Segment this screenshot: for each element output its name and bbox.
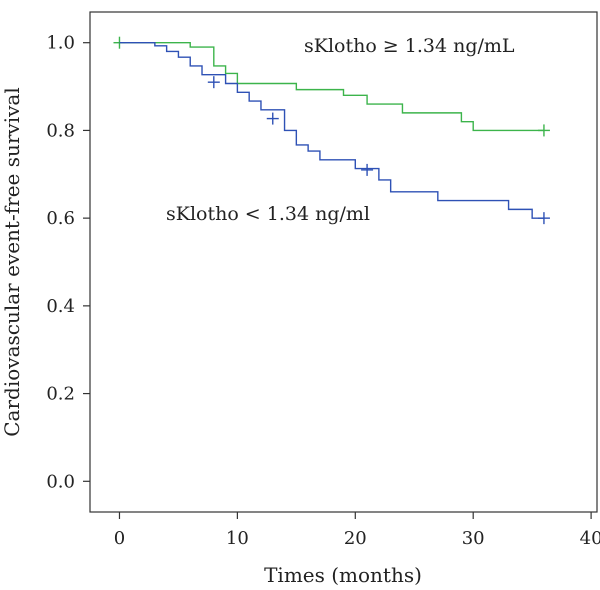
- y-tick-label: 0.0: [46, 471, 75, 492]
- y-tick-label: 1.0: [46, 33, 75, 54]
- x-tick-label: 20: [344, 528, 367, 549]
- x-tick-label: 10: [226, 528, 249, 549]
- plot-frame: [89, 11, 598, 513]
- y-axis-label: Cardiovascular event-free survival: [0, 87, 24, 437]
- x-tick-label: 0: [114, 528, 125, 549]
- y-tick-label: 0.8: [46, 120, 75, 141]
- x-tick-label: 30: [462, 528, 485, 549]
- series-layer: [113, 36, 550, 225]
- survival-curve-series-0: [119, 42, 544, 132]
- y-tick-label: 0.2: [46, 384, 75, 405]
- y-tick-label: 0.4: [46, 296, 75, 317]
- y-axis-ticks: 0.0 0.2 0.4 0.6 0.8 1.0: [46, 33, 90, 492]
- annotation-low-sklotho: sKlotho < 1.34 ng/ml: [166, 203, 370, 225]
- x-axis-ticks: 0 10 20 30 40: [114, 512, 600, 549]
- x-axis-label: Times (months): [264, 563, 422, 587]
- survival-curve-series-1: [119, 42, 544, 219]
- annotation-high-sklotho: sKlotho ≥ 1.34 ng/mL: [304, 35, 515, 57]
- x-tick-label: 40: [580, 528, 600, 549]
- y-tick-label: 0.6: [46, 208, 75, 229]
